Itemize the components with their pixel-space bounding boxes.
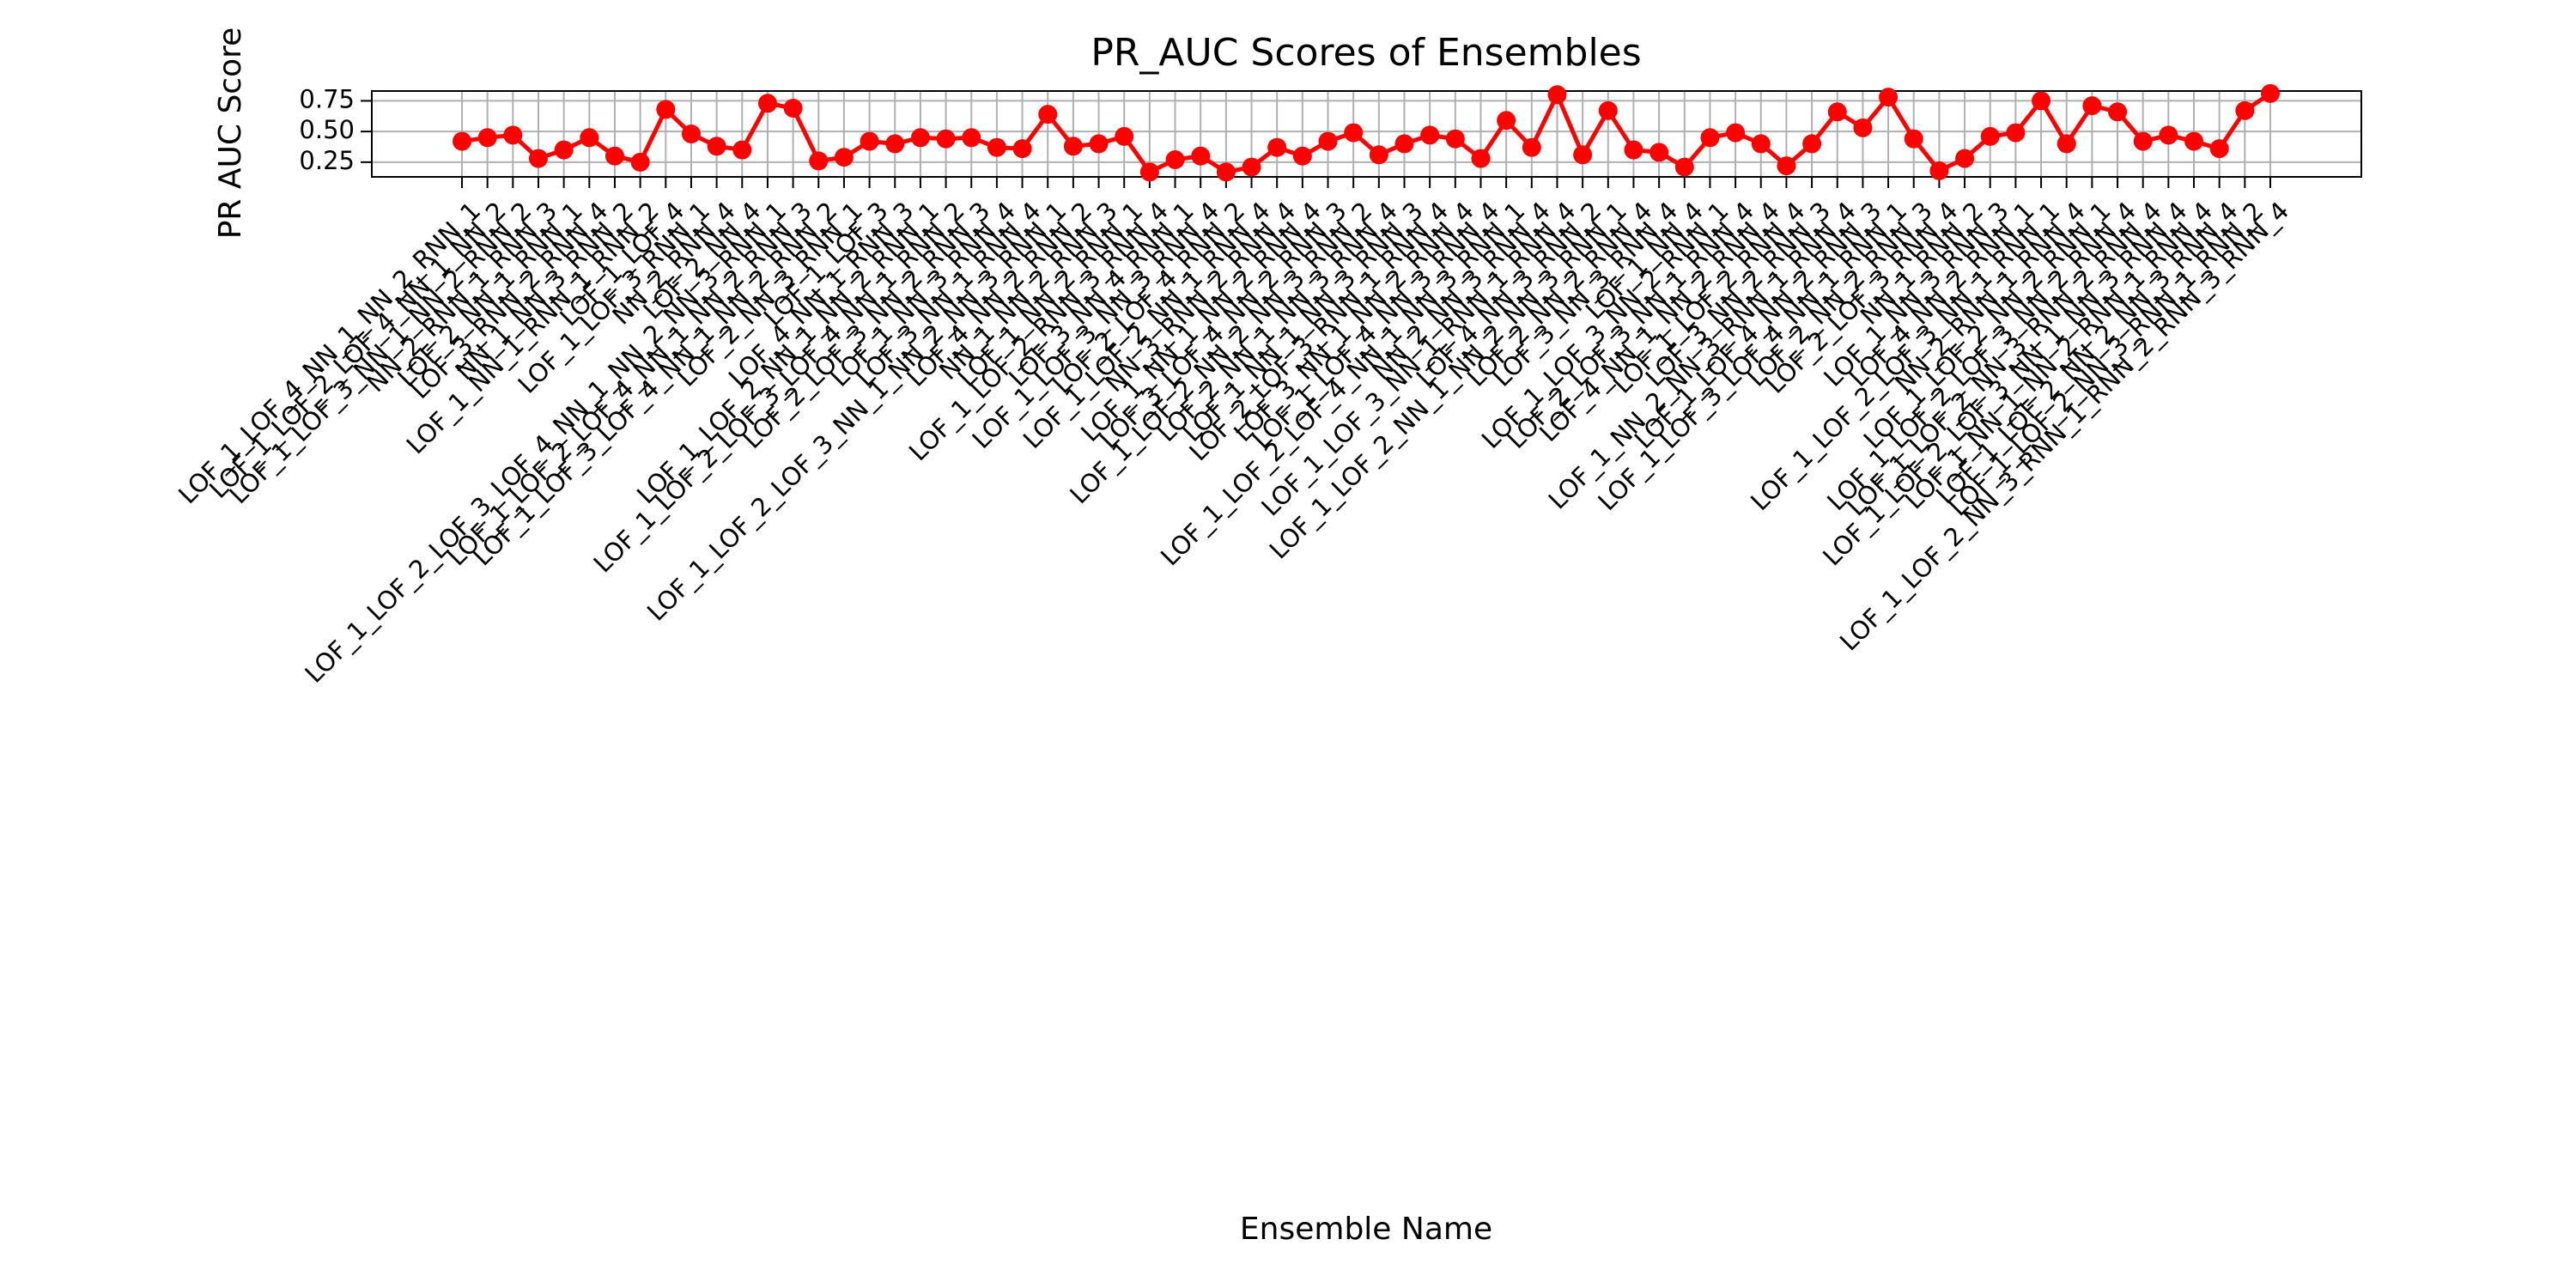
point [757,94,777,113]
point [1318,131,1338,151]
point [2108,102,2128,122]
point [2235,100,2255,120]
point [2006,123,2026,143]
point [1802,134,1822,154]
y-axis-label: PR AUC Score [213,27,248,240]
point [1649,143,1669,162]
point [1139,162,1159,182]
point [2057,134,2076,154]
point [1853,118,1873,137]
point [1497,111,1516,131]
point [2159,125,2178,145]
x-axis-label: Ensemble Name [1240,1212,1492,1247]
line [461,91,2272,174]
point [1165,150,1185,169]
point [1063,137,1083,156]
point [885,134,905,154]
point [1420,125,1440,145]
point [656,100,676,119]
point [1598,100,1618,120]
point [2082,96,2102,116]
point [1547,85,1567,105]
point [1242,157,1261,177]
point [1344,123,1364,143]
point [580,128,599,148]
point [1879,88,1899,107]
point [1624,140,1643,160]
point [453,131,471,151]
point [503,125,523,145]
point [1777,156,1796,176]
point [2032,91,2051,111]
point [1726,123,1746,143]
point [1471,149,1491,168]
point [1216,162,1236,182]
point [528,149,548,168]
point [1674,157,1694,177]
chart-title: PR_AUC Scores of Ensembles [1091,31,1641,75]
point [910,128,930,148]
point [1573,145,1593,165]
point [1904,129,1923,149]
point [987,137,1006,157]
point [1292,146,1312,166]
point [783,99,803,118]
point [2133,131,2153,151]
point [1522,137,1541,157]
y-tick-label: 0.25 [299,146,355,175]
point [1827,102,1847,122]
point [1955,149,1975,168]
point [1445,129,1465,149]
point [2184,131,2204,151]
point [1267,137,1287,157]
point [834,148,854,167]
point [1980,126,2000,146]
point [1089,134,1109,154]
point [630,152,650,172]
y-tick-label: 0.75 [299,84,355,113]
point [1369,145,1388,165]
point [1191,146,1211,166]
point [477,128,497,148]
point [732,140,752,160]
point [554,140,574,160]
point [605,146,624,166]
point [936,129,956,149]
point [1038,105,1058,125]
plot-frame [371,90,2362,178]
point [1012,139,1032,159]
point [1751,134,1771,154]
point [1115,126,1134,146]
y-tick-label: 0.50 [299,115,355,144]
point [860,131,879,151]
point [1394,134,1414,154]
point [1700,128,1720,148]
point [707,137,726,156]
point [1929,161,1949,180]
point [2261,83,2280,103]
point [809,151,829,171]
point [2209,139,2229,159]
point [962,128,981,148]
point [681,125,701,143]
